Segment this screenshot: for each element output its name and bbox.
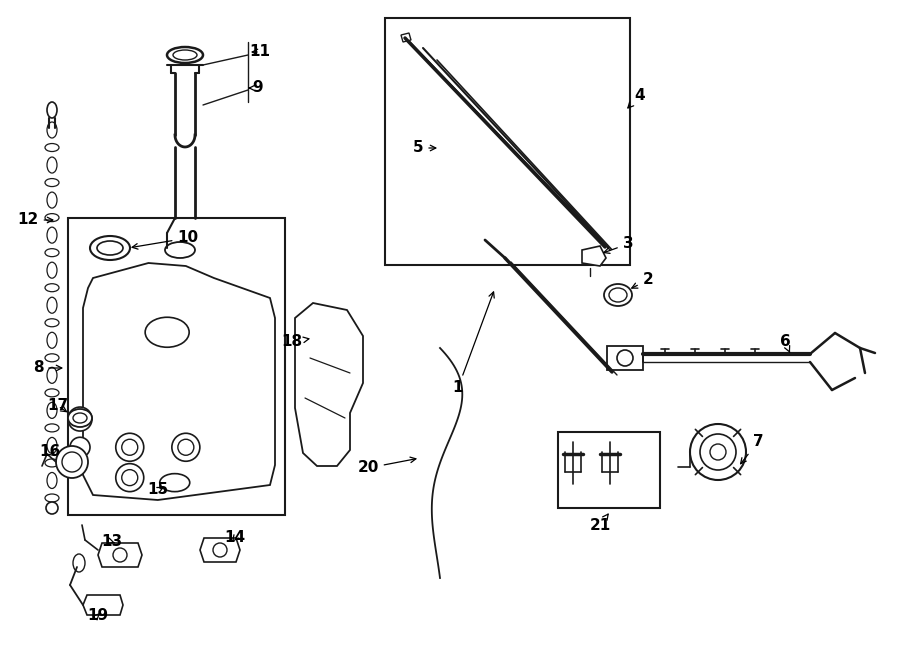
Text: 17: 17 [48, 399, 68, 414]
Text: 6: 6 [779, 334, 790, 352]
Polygon shape [582, 246, 606, 266]
Text: 15: 15 [148, 483, 168, 498]
Text: 1: 1 [453, 292, 494, 395]
Ellipse shape [45, 143, 59, 151]
Polygon shape [295, 303, 363, 466]
Ellipse shape [47, 122, 57, 138]
Circle shape [68, 407, 92, 431]
Ellipse shape [97, 241, 123, 255]
Ellipse shape [45, 424, 59, 432]
Ellipse shape [47, 297, 57, 313]
Text: 10: 10 [132, 231, 199, 249]
Circle shape [116, 433, 144, 461]
Ellipse shape [45, 178, 59, 186]
Circle shape [710, 444, 726, 460]
Polygon shape [98, 543, 142, 567]
Ellipse shape [47, 262, 57, 278]
Polygon shape [83, 263, 275, 500]
Ellipse shape [47, 157, 57, 173]
Ellipse shape [160, 474, 190, 492]
Circle shape [213, 543, 227, 557]
Circle shape [172, 433, 200, 461]
Ellipse shape [145, 317, 189, 347]
Circle shape [122, 469, 138, 486]
Text: 21: 21 [590, 514, 610, 533]
Ellipse shape [47, 192, 57, 208]
Text: 8: 8 [32, 360, 62, 375]
Ellipse shape [45, 354, 59, 362]
Text: 20: 20 [357, 457, 416, 475]
Polygon shape [401, 33, 411, 42]
Text: 4: 4 [628, 87, 645, 108]
Text: 18: 18 [282, 334, 309, 350]
Circle shape [690, 424, 746, 480]
Ellipse shape [47, 403, 57, 418]
Circle shape [617, 350, 633, 366]
Text: 12: 12 [17, 212, 53, 227]
Text: 9: 9 [249, 81, 264, 95]
Ellipse shape [609, 288, 627, 302]
Ellipse shape [47, 438, 57, 453]
Ellipse shape [68, 409, 92, 427]
Circle shape [116, 463, 144, 492]
Circle shape [62, 452, 82, 472]
Ellipse shape [45, 319, 59, 327]
Text: 14: 14 [224, 531, 246, 545]
Text: 16: 16 [40, 444, 60, 459]
Ellipse shape [73, 413, 87, 423]
Ellipse shape [90, 236, 130, 260]
Polygon shape [200, 538, 240, 562]
Bar [385, 18, 630, 265]
Ellipse shape [47, 368, 57, 383]
Ellipse shape [47, 227, 57, 243]
Text: 3: 3 [604, 237, 634, 253]
Text: 2: 2 [632, 272, 653, 288]
Circle shape [56, 446, 88, 478]
Text: 7: 7 [741, 434, 763, 464]
Circle shape [178, 440, 194, 455]
Ellipse shape [45, 494, 59, 502]
Ellipse shape [45, 284, 59, 292]
Bar [558, 432, 660, 508]
Text: 5: 5 [413, 141, 436, 155]
Ellipse shape [45, 459, 59, 467]
Ellipse shape [73, 554, 85, 572]
Circle shape [70, 438, 90, 457]
Ellipse shape [47, 102, 57, 118]
Ellipse shape [604, 284, 632, 306]
Ellipse shape [45, 389, 59, 397]
Circle shape [700, 434, 736, 470]
Bar [607, 346, 643, 370]
Ellipse shape [47, 473, 57, 488]
Text: 19: 19 [87, 607, 109, 623]
Text: 13: 13 [102, 535, 122, 549]
Text: 11: 11 [249, 44, 271, 59]
Polygon shape [83, 595, 123, 615]
Ellipse shape [165, 242, 195, 258]
Ellipse shape [47, 332, 57, 348]
Circle shape [113, 548, 127, 562]
Circle shape [122, 440, 138, 455]
Ellipse shape [173, 50, 197, 60]
Ellipse shape [45, 214, 59, 221]
Ellipse shape [167, 47, 203, 63]
Bar [68, 218, 285, 515]
Ellipse shape [45, 249, 59, 256]
Circle shape [46, 502, 58, 514]
